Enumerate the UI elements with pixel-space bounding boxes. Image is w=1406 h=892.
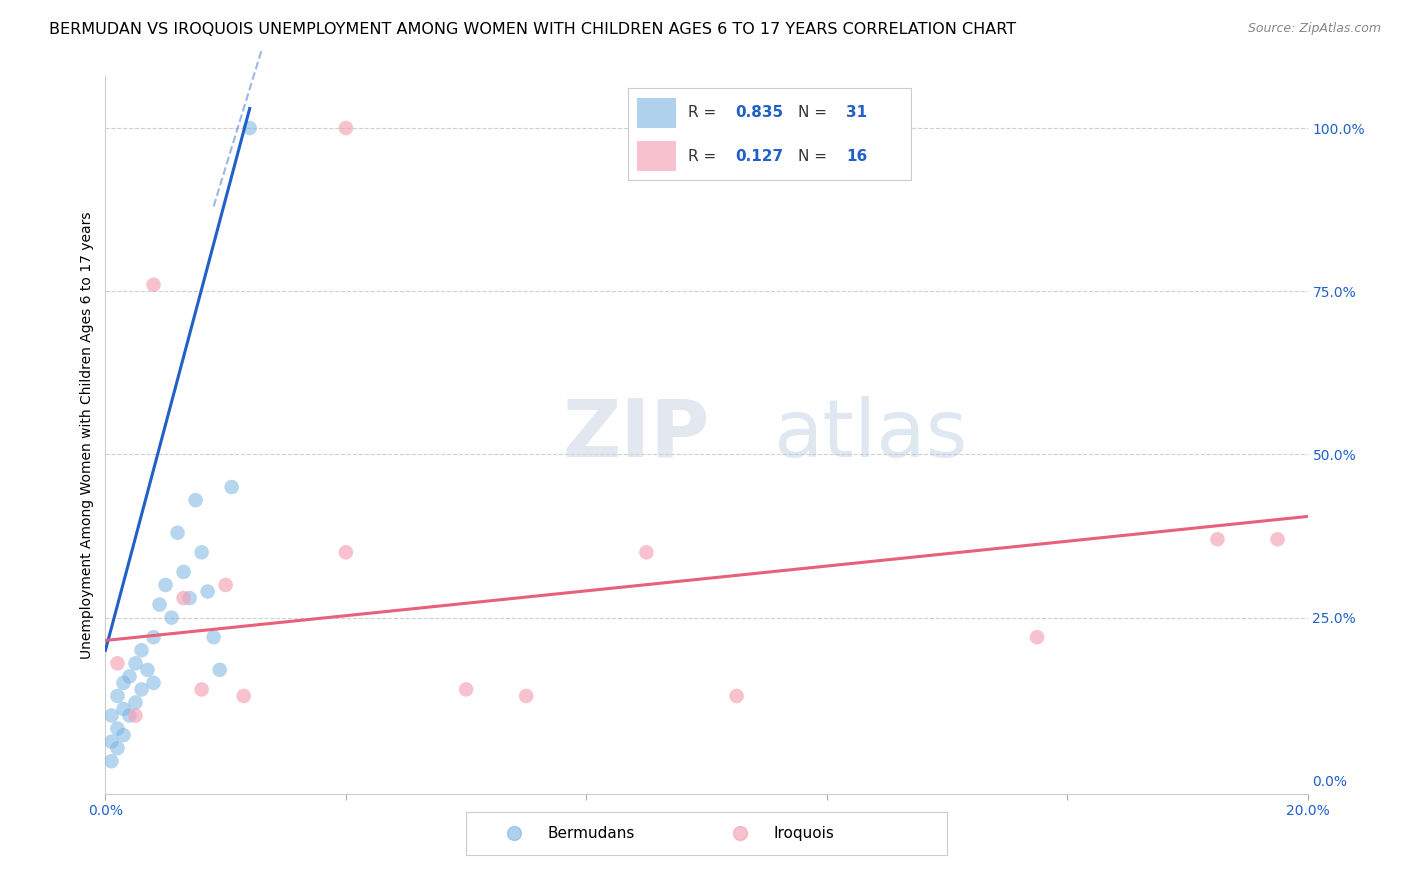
Point: [124, 708, 146, 723]
Text: atlas: atlas: [773, 396, 967, 474]
Point: [100, 708, 122, 723]
Point: [208, 663, 231, 677]
Point: [124, 657, 146, 671]
Point: [221, 480, 243, 494]
Point: [515, 689, 537, 703]
Point: [118, 669, 141, 683]
Point: [335, 121, 357, 136]
Text: ZIP: ZIP: [562, 396, 710, 474]
Point: [112, 702, 135, 716]
Point: [136, 663, 159, 677]
Point: [179, 591, 201, 605]
Y-axis label: Unemployment Among Women with Children Ages 6 to 17 years: Unemployment Among Women with Children A…: [80, 211, 94, 658]
Point: [725, 689, 748, 703]
Point: [107, 722, 129, 736]
Point: [118, 708, 141, 723]
Point: [131, 682, 153, 697]
Point: [214, 578, 236, 592]
Point: [100, 754, 122, 768]
Point: [142, 277, 165, 292]
Point: [190, 682, 212, 697]
Point: [148, 598, 170, 612]
Point: [239, 121, 262, 136]
Point: [124, 696, 146, 710]
Point: [184, 493, 207, 508]
Point: [190, 545, 212, 559]
Point: [456, 682, 478, 697]
Point: [173, 591, 195, 605]
Point: [107, 657, 129, 671]
Text: BERMUDAN VS IROQUOIS UNEMPLOYMENT AMONG WOMEN WITH CHILDREN AGES 6 TO 17 YEARS C: BERMUDAN VS IROQUOIS UNEMPLOYMENT AMONG …: [49, 22, 1017, 37]
Point: [173, 565, 195, 579]
Point: [1026, 630, 1049, 644]
Point: [166, 525, 188, 540]
Point: [202, 630, 225, 644]
Point: [1206, 533, 1229, 547]
Point: [232, 689, 254, 703]
Point: [160, 610, 183, 624]
Point: [636, 545, 658, 559]
Point: [112, 728, 135, 742]
Point: [1267, 533, 1289, 547]
Point: [112, 676, 135, 690]
Point: [155, 578, 177, 592]
Point: [107, 741, 129, 756]
Point: [197, 584, 219, 599]
Point: [142, 630, 165, 644]
Point: [142, 676, 165, 690]
Point: [335, 545, 357, 559]
Point: [107, 689, 129, 703]
Text: Source: ZipAtlas.com: Source: ZipAtlas.com: [1247, 22, 1381, 36]
Point: [100, 734, 122, 748]
Point: [131, 643, 153, 657]
